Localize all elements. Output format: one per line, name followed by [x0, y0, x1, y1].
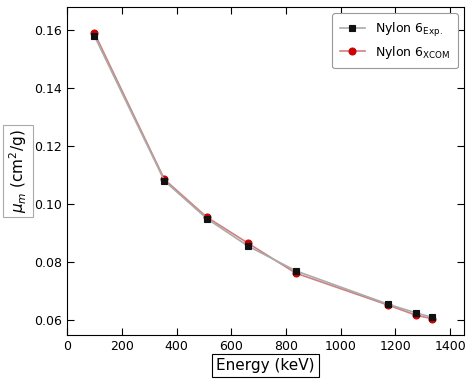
Line: Nylon 6$_{\mathrm{XCOM}}$: Nylon 6$_{\mathrm{XCOM}}$ — [91, 30, 435, 322]
Nylon 6$_{\mathrm{XCOM}}$ — [204, 215, 210, 220]
Nylon 6$_{\mathrm{XCOM}}$ — [413, 313, 419, 317]
Legend: Nylon 6$_{\mathrm{Exp.}}$, Nylon 6$_{\mathrm{XCOM}}$: Nylon 6$_{\mathrm{Exp.}}$, Nylon 6$_{\ma… — [332, 13, 457, 68]
Nylon 6$_{\mathrm{Exp.}}$ — [91, 34, 97, 38]
Nylon 6$_{\mathrm{Exp.}}$ — [385, 302, 391, 306]
X-axis label: Energy (keV): Energy (keV) — [216, 358, 315, 373]
Nylon 6$_{\mathrm{XCOM}}$ — [429, 317, 435, 321]
Y-axis label: $\mu_m$ (cm$^2$/g): $\mu_m$ (cm$^2$/g) — [7, 129, 28, 212]
Nylon 6$_{\mathrm{Exp.}}$ — [413, 310, 419, 315]
Line: Nylon 6$_{\mathrm{Exp.}}$: Nylon 6$_{\mathrm{Exp.}}$ — [91, 33, 435, 320]
Nylon 6$_{\mathrm{XCOM}}$ — [385, 303, 391, 307]
Nylon 6$_{\mathrm{Exp.}}$ — [429, 315, 435, 320]
Nylon 6$_{\mathrm{Exp.}}$ — [162, 179, 167, 183]
Nylon 6$_{\mathrm{Exp.}}$ — [246, 244, 251, 249]
Nylon 6$_{\mathrm{Exp.}}$ — [204, 216, 210, 221]
Nylon 6$_{\mathrm{XCOM}}$ — [246, 241, 251, 245]
Nylon 6$_{\mathrm{Exp.}}$ — [293, 269, 299, 273]
Nylon 6$_{\mathrm{XCOM}}$ — [162, 177, 167, 182]
Nylon 6$_{\mathrm{XCOM}}$ — [91, 31, 97, 35]
Nylon 6$_{\mathrm{XCOM}}$ — [293, 271, 299, 276]
